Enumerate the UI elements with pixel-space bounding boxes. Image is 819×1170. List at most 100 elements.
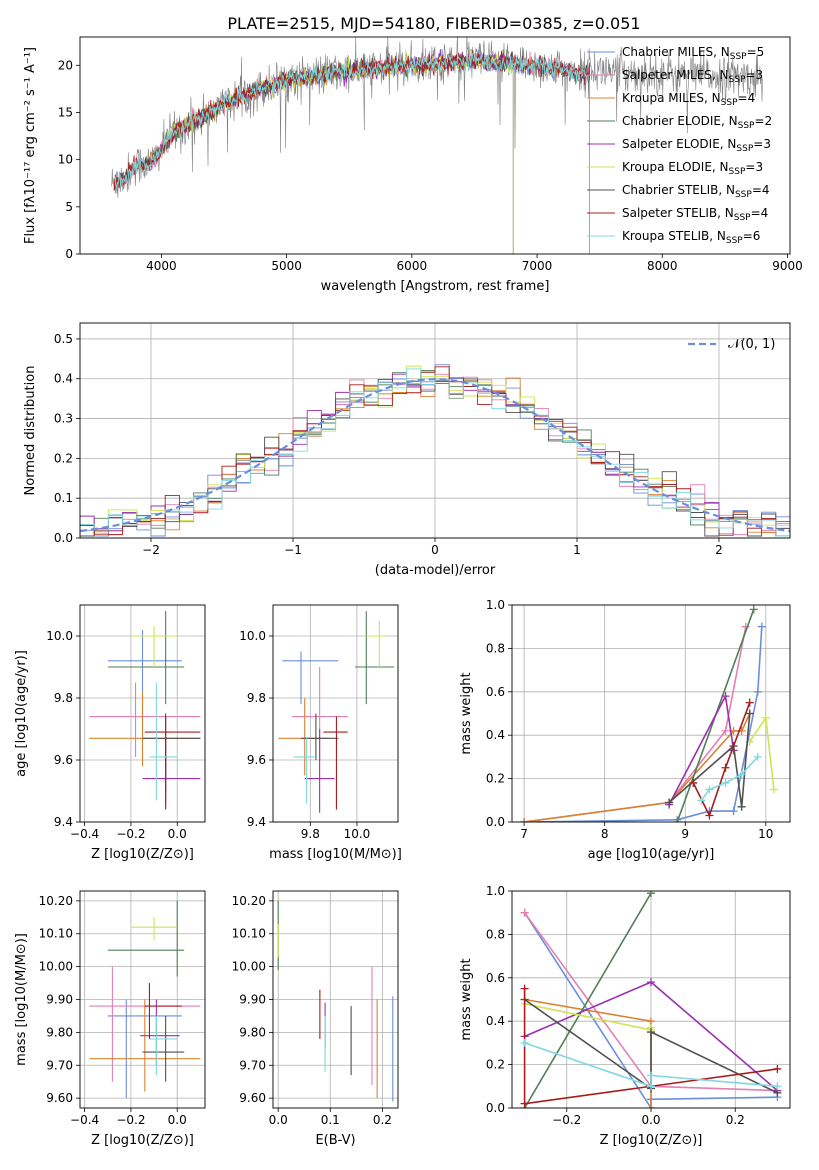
weight-vs-age-plot (520, 605, 778, 822)
y-tick-label: 10.0 (46, 629, 73, 643)
y-tick-label: 10.00 (232, 960, 266, 974)
x-tick-label: −0.4 (70, 827, 99, 841)
weight-point-marker (673, 818, 682, 822)
x-tick-label: 0.2 (726, 1113, 745, 1127)
weight-series-line (524, 1042, 778, 1088)
weight-point-marker (721, 726, 730, 735)
y-tick-label: 10.10 (232, 927, 266, 941)
spectrum-plot (111, 37, 763, 254)
x-tick-label: 10.0 (344, 827, 371, 841)
y-axis-label: Normed distribution (23, 366, 38, 496)
weight-point-marker (665, 798, 674, 807)
y-tick-label: 9.80 (46, 1025, 73, 1039)
weight-point-marker (721, 692, 730, 701)
y-axis-label: mass [log10(M/M⊙)] (14, 933, 29, 1066)
weight-point-marker (520, 1099, 529, 1108)
age-vs-mass-frame (272, 604, 399, 823)
x-axis-label: Z [log10(Z/Z⊙)] (600, 1133, 703, 1148)
x-tick-label: 8000 (647, 259, 678, 273)
x-tick-label: 0.0 (168, 827, 187, 841)
mass-vs-ebv-frame (272, 890, 399, 1109)
legend-entry: Kroupa ELODIE, NSSP=3 (622, 160, 763, 177)
y-tick-label: 0.0 (54, 531, 73, 545)
weight-point-marker (757, 622, 766, 631)
x-axis-label: Z [log10(Z/Z⊙)] (91, 1133, 194, 1148)
y-tick-label: 9.6 (54, 753, 73, 767)
x-tick-label: 1 (573, 543, 581, 557)
x-tick-label: 9.8 (301, 827, 320, 841)
weight-point-marker (647, 891, 655, 898)
y-tick-label: 0.4 (486, 728, 505, 742)
x-tick-label: −0.2 (116, 1113, 145, 1127)
weight-point-marker (761, 713, 770, 722)
x-tick-label: 0.2 (373, 1113, 392, 1127)
residual-histogram (80, 368, 790, 538)
x-tick-label: 5000 (271, 259, 302, 273)
observed-spectrum-line (111, 37, 763, 198)
x-tick-label: 0.0 (269, 1113, 288, 1127)
y-tick-label: 0.2 (486, 772, 505, 786)
x-tick-label: 4000 (146, 259, 177, 273)
weight-point-marker (647, 1082, 655, 1091)
y-tick-label: 9.8 (247, 691, 266, 705)
x-tick-label: 10 (758, 827, 773, 841)
y-tick-label: 9.4 (247, 815, 266, 829)
weight-series-line (524, 998, 778, 1094)
x-tick-label: 8 (601, 827, 609, 841)
y-tick-label: 10 (58, 153, 73, 167)
x-tick-label: −0.2 (552, 1113, 581, 1127)
weight-point-marker (647, 1104, 655, 1108)
spectrum-legend: Chabrier MILES, NSSP=5 Salpeter MILES, NS… (587, 45, 772, 246)
weight-point-marker (773, 1082, 782, 1091)
weight-point-marker (705, 811, 714, 820)
weight-point-marker (520, 1038, 529, 1047)
x-tick-label: 6000 (397, 259, 428, 273)
legend-entry: Kroupa STELIB, NSSP=6 (622, 229, 760, 246)
y-tick-label: 9.70 (46, 1058, 73, 1072)
y-axis-label: age [log10(age/yr)] (14, 650, 29, 777)
weight-point-marker (721, 778, 730, 787)
x-tick-label: 7000 (522, 259, 553, 273)
y-tick-label: 0.8 (486, 927, 505, 941)
figure-title: PLATE=2515, MJD=54180, FIBERID=0385, z=0… (227, 14, 640, 33)
legend-entry: Chabrier MILES, NSSP=5 (622, 45, 764, 62)
y-tick-label: 0.6 (486, 685, 505, 699)
weight-point-marker (689, 778, 698, 787)
y-tick-label: 0.5 (54, 332, 73, 346)
y-tick-label: 0.0 (486, 1101, 505, 1115)
legend-entry: 𝒩(0, 1) (728, 337, 775, 352)
weight-point-marker (647, 1028, 655, 1037)
normal-curve-line (80, 378, 790, 533)
legend-entry: Salpeter ELODIE, NSSP=3 (622, 137, 771, 154)
weight-point-marker (520, 818, 529, 822)
age-vs-mass-plot (278, 611, 395, 813)
y-tick-label: 9.90 (239, 993, 266, 1007)
age-vs-z-axes: −0.4 −0.2 0.0 9.4 9.6 9.8 10.0 (46, 605, 205, 841)
weight-point-marker (753, 752, 762, 761)
legend-entry: Kroupa MILES, NSSP=4 (622, 91, 755, 108)
weight-point-marker (737, 802, 746, 811)
y-tick-label: 9.90 (46, 993, 73, 1007)
y-axis-label: mass weight (459, 672, 474, 754)
residuals-legend: 𝒩(0, 1) (688, 337, 775, 352)
y-tick-label: 9.4 (54, 815, 73, 829)
weight-vs-z-frame (511, 890, 791, 1109)
y-tick-label: 10.20 (232, 894, 266, 908)
y-tick-label: 9.60 (239, 1091, 266, 1105)
y-tick-label: 9.60 (46, 1091, 73, 1105)
mass-vs-ebv-axes: 0.0 0.1 0.2 9.60 9.70 9.80 9.90 10.00 10.10 10.20 (232, 891, 398, 1127)
x-tick-label: 2 (715, 543, 723, 557)
weight-point-marker (769, 785, 778, 794)
mass-vs-z-frame (79, 890, 206, 1109)
weight-point-marker (647, 978, 655, 987)
x-tick-label: 7 (520, 827, 528, 841)
y-tick-label: 15 (58, 105, 73, 119)
y-tick-label: 0.2 (54, 451, 73, 465)
y-tick-label: 9.6 (247, 753, 266, 767)
panels: 4000 5000 6000 7000 8000 900005101520Chabrier… (14, 36, 803, 1148)
y-tick-label: 10.00 (39, 960, 73, 974)
x-tick-label: 0 (431, 543, 439, 557)
y-tick-label: 0.1 (54, 491, 73, 505)
